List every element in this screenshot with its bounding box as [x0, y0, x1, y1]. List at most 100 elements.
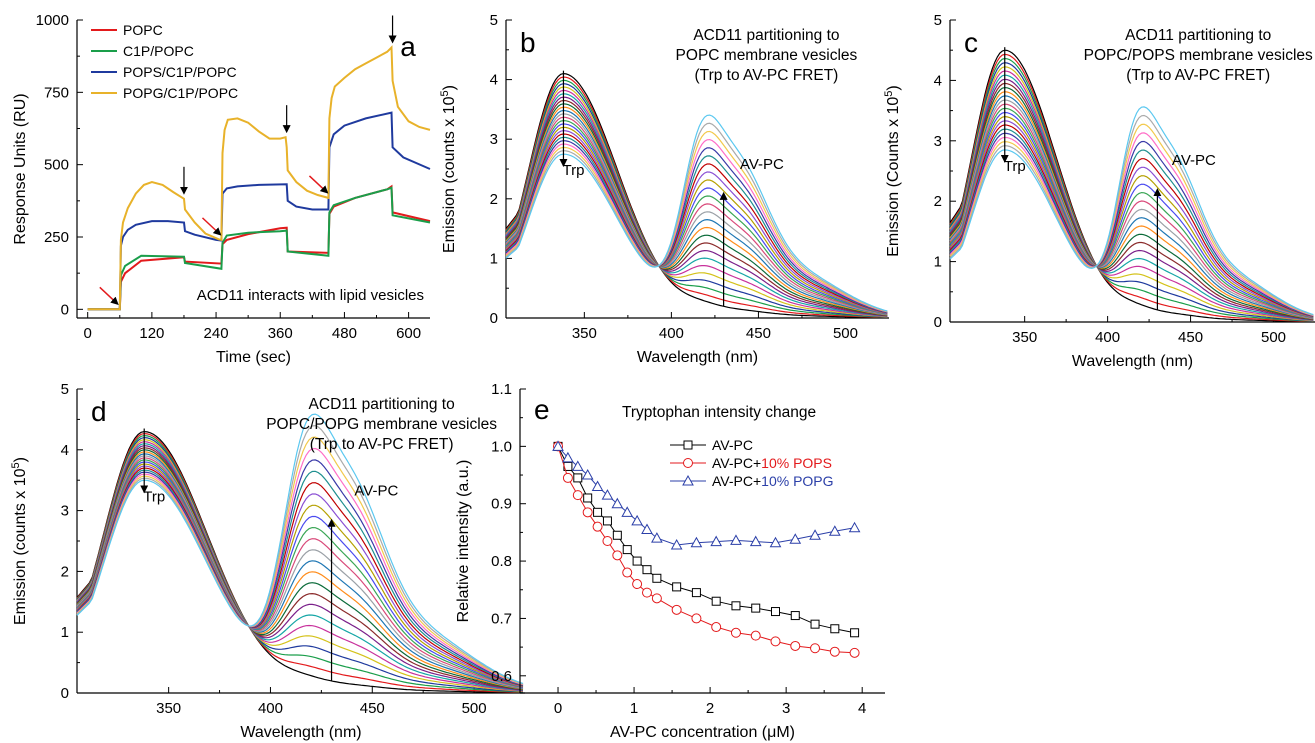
panel-d-spectra — [76, 413, 524, 694]
spectrum-line — [505, 140, 888, 313]
spectrum-line — [76, 463, 524, 688]
y-axis-title: Emission (counts x 105) — [439, 85, 458, 253]
x-axis-title: AV-PC concentration (μM) — [610, 724, 795, 741]
spectrum-line — [949, 57, 1314, 322]
x-tick-label: 400 — [258, 700, 283, 717]
data-point — [572, 490, 583, 501]
y-tick-label: 0.6 — [491, 668, 512, 685]
spectrum-line — [505, 106, 888, 316]
spectrum-line — [76, 413, 524, 684]
spectrum-line — [76, 461, 524, 688]
y-tick-label: 4 — [934, 72, 942, 89]
spectrum-line — [949, 49, 1314, 323]
y-tick-label: 5 — [934, 12, 942, 29]
data-point — [622, 567, 633, 578]
spectrum-line — [76, 441, 524, 692]
panel-d-title-line: (Trp to AV-PC FRET) — [310, 436, 454, 453]
legend-label: AV-PC+10% POPS — [712, 455, 832, 471]
x-tick-label: 450 — [746, 325, 771, 342]
legend-marker — [683, 440, 693, 450]
panel-a-axes: 0 120 240 360 480 600 0 250 500 750 1000 Time (sec)… — [12, 12, 430, 366]
data-point — [731, 601, 741, 611]
panel-e-axes: 0 1 2 3 4 0.6 0.7 0.8 0.9 1.0 1.1 AV-PC concentrati… — [455, 381, 885, 741]
spectrum-line — [505, 79, 888, 318]
data-point — [562, 451, 574, 463]
y-tick-label: 2 — [490, 191, 498, 208]
panel-d-axes: 350 400 450 500 0 1 2 3 4 5 Wavelength (nm) Emissio… — [10, 381, 525, 741]
data-point — [711, 622, 722, 633]
panel-e-title: Tryptophan intensity change — [622, 404, 816, 421]
data-point — [790, 611, 800, 621]
y-tick-label: 500 — [44, 157, 69, 174]
spectrum-line — [76, 453, 524, 690]
spectrum-line — [76, 465, 524, 687]
data-point — [641, 587, 652, 598]
spectrum-line — [505, 138, 888, 313]
x-tick-label: 450 — [1178, 329, 1203, 346]
x-tick-label: 0 — [84, 325, 92, 342]
y-tick-label: 1000 — [36, 12, 69, 29]
panel-letter-b: b — [520, 27, 536, 58]
spectrum-line — [76, 434, 524, 693]
legend-label-part: AV-PC+ — [712, 473, 761, 489]
legend-label: C1P/POPC — [123, 43, 194, 59]
data-point — [771, 607, 780, 617]
y-tick-label: 0.9 — [491, 496, 512, 513]
y-tick-label: 2 — [61, 563, 69, 580]
spectrum-line — [949, 124, 1314, 317]
y-tick-label: 4 — [490, 72, 498, 89]
data-point — [691, 613, 702, 624]
spectrum-line — [949, 114, 1314, 316]
legend-label: POPG/C1P/POPC — [123, 85, 238, 101]
spectrum-line — [949, 78, 1314, 321]
data-point — [582, 507, 593, 518]
data-point — [632, 556, 642, 566]
spectrum-line — [505, 109, 888, 316]
data-point — [573, 473, 583, 483]
spectrum-line — [949, 99, 1314, 319]
y-tick-label: 3 — [934, 133, 942, 150]
panel-a-arrows — [99, 15, 397, 306]
y-axis-title: Relative intensity (a.u.) — [455, 460, 472, 623]
spectrum-line — [949, 91, 1314, 320]
panel-d-title-line: ACD11 partitioning to — [309, 396, 455, 413]
series-line-c1p-popc — [87, 186, 431, 311]
x-tick-label: 360 — [268, 325, 293, 342]
spectrum-line — [76, 451, 524, 690]
data-point — [652, 573, 662, 583]
data-point — [632, 579, 643, 590]
y-title-part: Emission (Counts x 10 — [885, 97, 902, 257]
y-axis-title: Response Units (RU) — [12, 93, 29, 244]
spectrum-line — [76, 467, 524, 687]
spectrum-line — [949, 111, 1314, 318]
x-tick-label: 450 — [360, 700, 385, 717]
data-point — [829, 646, 840, 657]
spectrum-line — [505, 103, 888, 316]
panel-c-title-line: (Trp to AV-PC FRET) — [1126, 67, 1270, 84]
panel-c-spectra — [949, 49, 1314, 323]
data-point — [642, 565, 652, 575]
legend-label-part: AV-PC — [712, 437, 753, 453]
panel-a-series — [87, 45, 431, 311]
y-axis-title: Emission (counts x 105) — [10, 457, 29, 625]
spectrum-line — [505, 130, 888, 313]
panel-b-title-line: ACD11 partitioning to — [693, 27, 839, 44]
panel-b-spectra — [505, 72, 888, 319]
spectrum-line — [76, 447, 524, 686]
legend-label: POPS/C1P/POPC — [123, 64, 237, 80]
x-tick-label: 1 — [630, 700, 638, 717]
data-point — [770, 636, 781, 647]
x-axis-title: Wavelength (nm) — [240, 724, 361, 741]
data-point — [631, 514, 643, 526]
panel-letter-a: a — [400, 31, 416, 62]
data-point — [790, 640, 801, 651]
spectrum-line — [505, 93, 888, 317]
spectrum-line — [505, 99, 888, 317]
spectrum-line — [76, 457, 524, 689]
spectrum-line — [505, 72, 888, 319]
x-tick-label: 350 — [572, 325, 597, 342]
y-tick-label: 0.7 — [491, 610, 512, 627]
x-tick-label: 2 — [706, 700, 714, 717]
spectrum-line — [505, 133, 888, 314]
y-title-part: ) — [885, 85, 902, 90]
